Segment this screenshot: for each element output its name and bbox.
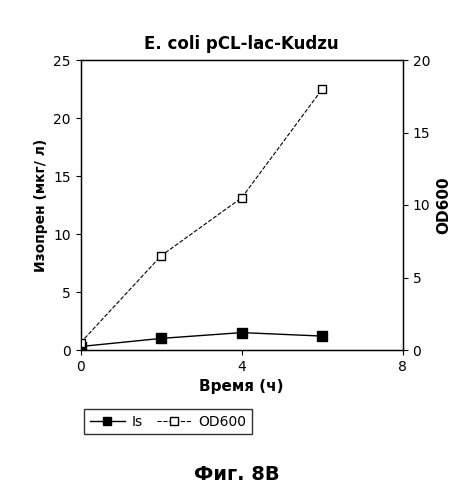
Y-axis label: Изопрен (мкг/ л): Изопрен (мкг/ л)	[34, 138, 48, 272]
Text: Фиг. 8B: Фиг. 8B	[194, 466, 280, 484]
Title: E. coli pCL-lac-Kudzu: E. coli pCL-lac-Kudzu	[145, 35, 339, 53]
Y-axis label: OD600: OD600	[436, 176, 451, 234]
X-axis label: Время (ч): Время (ч)	[200, 380, 284, 394]
Legend: Is, OD600: Is, OD600	[84, 409, 252, 434]
